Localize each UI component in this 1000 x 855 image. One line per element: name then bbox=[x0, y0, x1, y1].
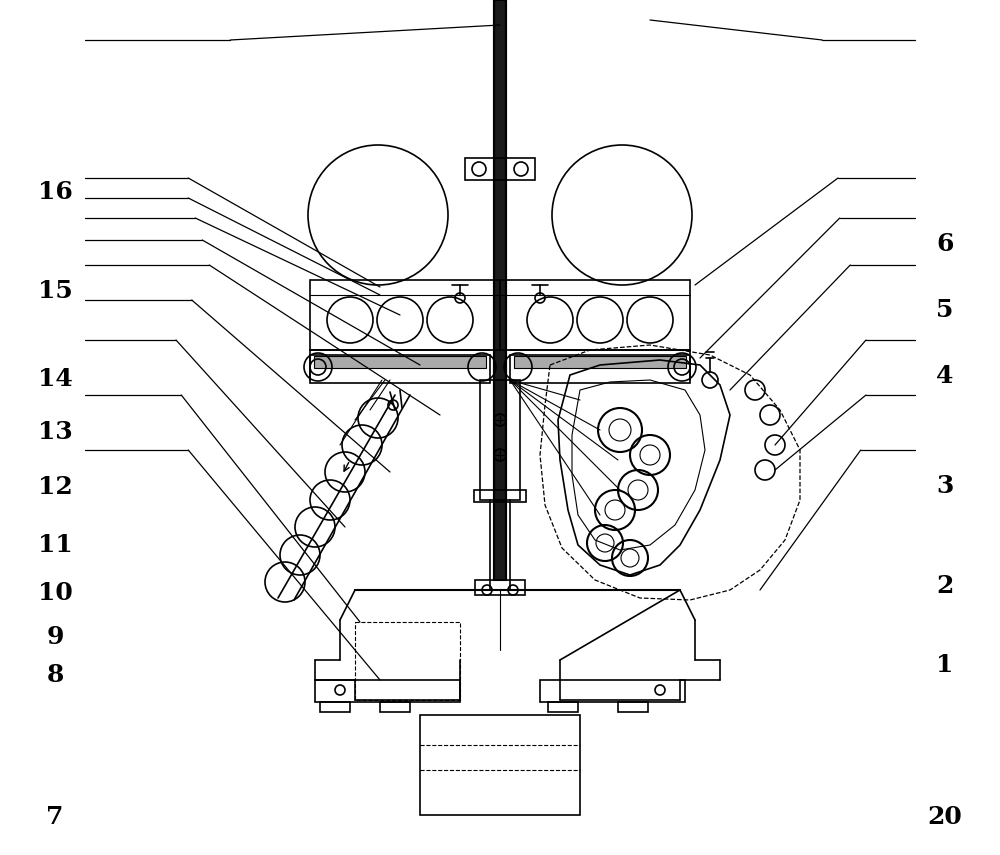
Bar bbox=[465, 158, 535, 180]
Bar bbox=[314, 356, 486, 368]
Bar bbox=[420, 715, 580, 815]
Text: 12: 12 bbox=[38, 475, 72, 499]
Text: 5: 5 bbox=[936, 298, 954, 321]
Bar bbox=[540, 680, 685, 702]
Text: 7: 7 bbox=[46, 805, 64, 828]
Text: 2: 2 bbox=[936, 574, 954, 598]
Bar bbox=[310, 355, 490, 383]
Bar bbox=[494, 0, 506, 580]
Text: 13: 13 bbox=[38, 420, 72, 444]
Text: 15: 15 bbox=[38, 279, 72, 303]
Bar bbox=[310, 280, 690, 350]
Text: 4: 4 bbox=[936, 364, 954, 388]
Bar bbox=[475, 580, 525, 595]
Text: 11: 11 bbox=[38, 534, 72, 557]
Text: 3: 3 bbox=[936, 474, 954, 498]
Text: 8: 8 bbox=[46, 663, 64, 687]
Bar bbox=[474, 490, 526, 502]
Bar bbox=[380, 702, 410, 712]
Bar bbox=[618, 702, 648, 712]
Text: 14: 14 bbox=[38, 367, 72, 391]
Text: 10: 10 bbox=[38, 581, 72, 604]
Text: 1: 1 bbox=[936, 653, 954, 677]
Bar bbox=[514, 356, 686, 368]
Bar bbox=[315, 680, 460, 702]
Text: 16: 16 bbox=[38, 180, 72, 204]
Bar bbox=[548, 702, 578, 712]
Bar bbox=[480, 380, 520, 500]
Text: 6: 6 bbox=[936, 232, 954, 256]
Bar bbox=[510, 355, 690, 383]
Text: 20: 20 bbox=[928, 805, 962, 828]
Text: 9: 9 bbox=[46, 625, 64, 649]
Bar bbox=[320, 702, 350, 712]
